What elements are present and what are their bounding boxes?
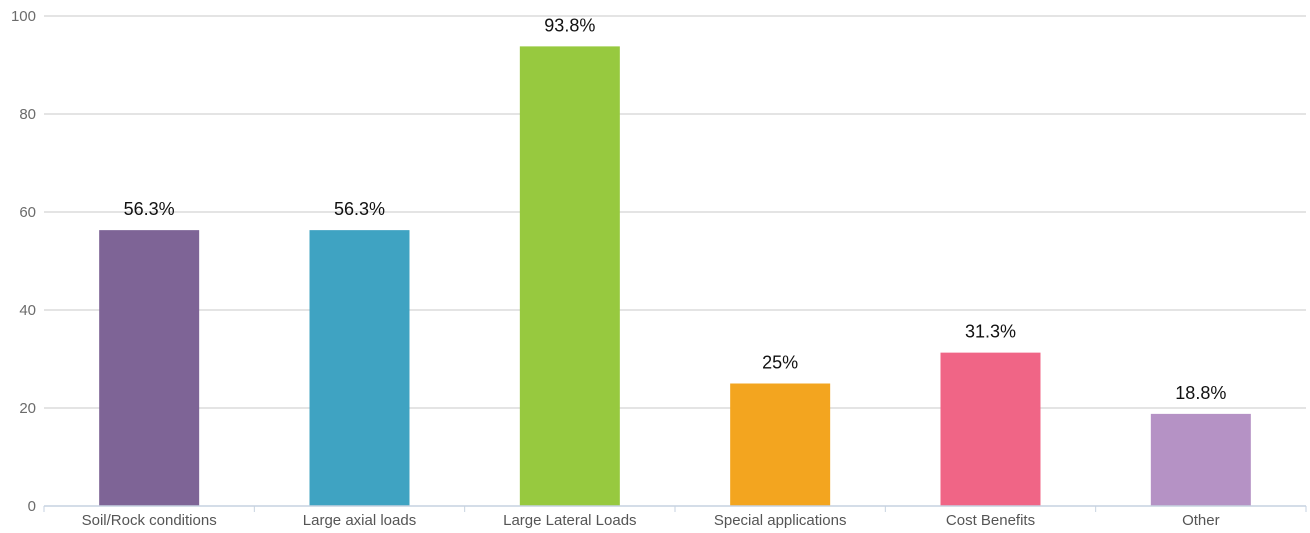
bar xyxy=(1150,413,1251,506)
data-label: 93.8% xyxy=(544,15,595,35)
y-axis-tick-labels: 0 20 40 60 80 100 xyxy=(11,8,36,515)
data-label: 25% xyxy=(762,353,798,373)
x-axis-category-labels: Soil/Rock conditions Large axial loads Lar… xyxy=(82,512,1220,529)
y-tick-label: 80 xyxy=(19,106,36,123)
data-labels: 56.3% 56.3% 93.8% 25% 31.3% 18.8% xyxy=(124,15,1227,403)
bars xyxy=(99,46,1251,506)
bar xyxy=(519,46,620,506)
category-label: Special applications xyxy=(714,512,847,529)
category-label: Soil/Rock conditions xyxy=(82,512,217,529)
data-label: 31.3% xyxy=(965,322,1016,342)
data-label: 56.3% xyxy=(334,199,385,219)
gridlines xyxy=(44,15,1306,409)
category-label: Large axial loads xyxy=(303,512,416,529)
data-label: 18.8% xyxy=(1175,383,1226,403)
category-label: Large Lateral Loads xyxy=(503,512,636,529)
bar xyxy=(940,352,1041,506)
category-label: Other xyxy=(1182,512,1220,529)
x-axis xyxy=(43,505,1307,512)
y-tick-label: 20 xyxy=(19,400,36,417)
bar xyxy=(309,230,410,506)
bar xyxy=(99,230,200,506)
y-tick-label: 100 xyxy=(11,8,36,25)
y-tick-label: 60 xyxy=(19,204,36,221)
category-label: Cost Benefits xyxy=(946,512,1035,529)
y-tick-label: 0 xyxy=(28,498,36,515)
bar xyxy=(730,383,831,506)
data-label: 56.3% xyxy=(124,199,175,219)
y-tick-label: 40 xyxy=(19,302,36,319)
